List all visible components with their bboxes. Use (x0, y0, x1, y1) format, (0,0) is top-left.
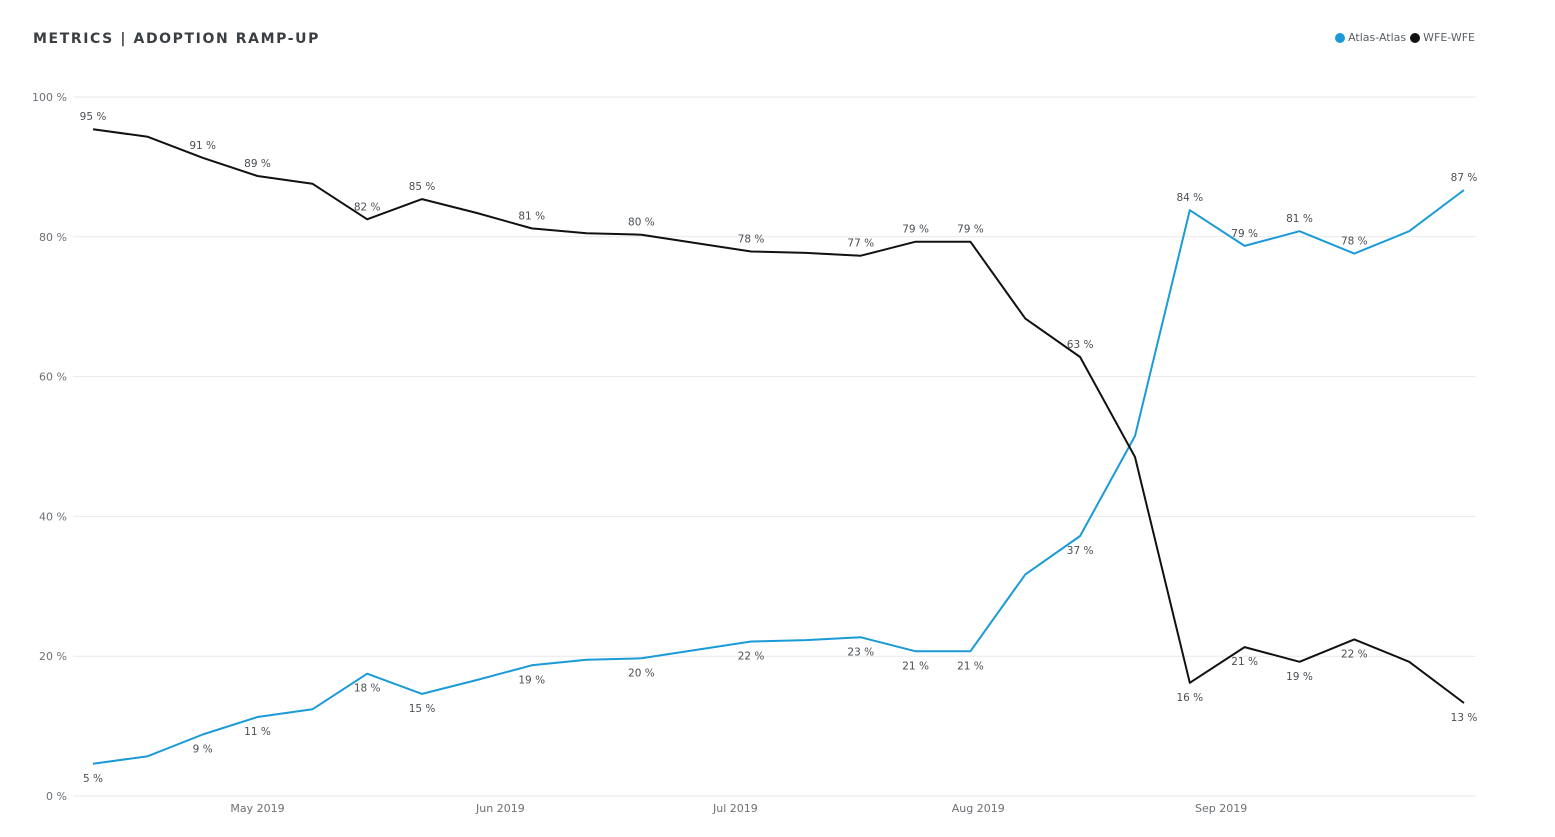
data-label: 79 % (1231, 228, 1258, 240)
legend-item-atlas[interactable]: Atlas-Atlas (1335, 31, 1406, 44)
x-tick-label: Jun 2019 (475, 802, 525, 815)
legend-marker-wfe (1410, 32, 1421, 43)
data-label: 23 % (847, 646, 874, 658)
series-line (92, 128, 1465, 704)
series-line (92, 189, 1465, 765)
data-label: 20 % (628, 667, 655, 679)
legend-marker-atlas (1335, 32, 1346, 43)
data-label: 63 % (1067, 339, 1094, 351)
data-label: 78 % (1341, 236, 1368, 248)
data-label: 87 % (1451, 172, 1478, 184)
y-tick-label: 0 % (46, 790, 67, 803)
data-label: 79 % (902, 224, 929, 236)
data-label: 81 % (518, 210, 545, 222)
data-label: 13 % (1451, 712, 1478, 724)
y-tick-label: 40 % (39, 510, 67, 523)
data-label: 9 % (193, 743, 213, 755)
x-tick-label: Jul 2019 (712, 802, 758, 815)
data-label: 18 % (354, 683, 381, 695)
data-label: 5 % (83, 773, 103, 785)
data-label: 89 % (244, 158, 271, 170)
data-label: 80 % (628, 217, 655, 229)
data-label: 37 % (1067, 545, 1094, 557)
data-label: 21 % (902, 660, 929, 672)
x-tick-label: Sep 2019 (1195, 802, 1247, 815)
data-label: 16 % (1176, 692, 1203, 704)
data-label: 91 % (189, 140, 216, 152)
chart-legend: Atlas-Atlas WFE-WFE (1335, 31, 1475, 44)
data-label: 21 % (1231, 656, 1258, 668)
data-label: 77 % (847, 238, 874, 250)
data-label: 22 % (738, 651, 765, 663)
legend-item-wfe[interactable]: WFE-WFE (1410, 31, 1475, 44)
data-label: 95 % (80, 111, 107, 123)
data-label: 21 % (957, 660, 984, 672)
chart-title: METRICS | ADOPTION RAMP-UP (33, 31, 320, 47)
data-label: 84 % (1176, 192, 1203, 204)
data-label: 79 % (957, 224, 984, 236)
y-tick-label: 60 % (39, 371, 67, 384)
legend-label-atlas: Atlas-Atlas (1348, 31, 1407, 44)
data-label: 19 % (1286, 671, 1313, 683)
y-tick-label: 100 % (32, 91, 67, 104)
data-label: 81 % (1286, 213, 1313, 225)
y-tick-label: 80 % (39, 231, 67, 244)
y-tick-label: 20 % (39, 650, 67, 663)
data-label: 22 % (1341, 648, 1368, 660)
x-tick-label: May 2019 (230, 802, 284, 815)
x-tick-label: Aug 2019 (952, 802, 1005, 815)
data-label: 19 % (518, 674, 545, 686)
data-label: 85 % (409, 181, 436, 193)
data-label: 78 % (738, 233, 765, 245)
data-label: 15 % (409, 703, 436, 715)
data-label: 82 % (354, 201, 381, 213)
data-label: 11 % (244, 726, 271, 738)
legend-label-wfe: WFE-WFE (1423, 31, 1475, 44)
